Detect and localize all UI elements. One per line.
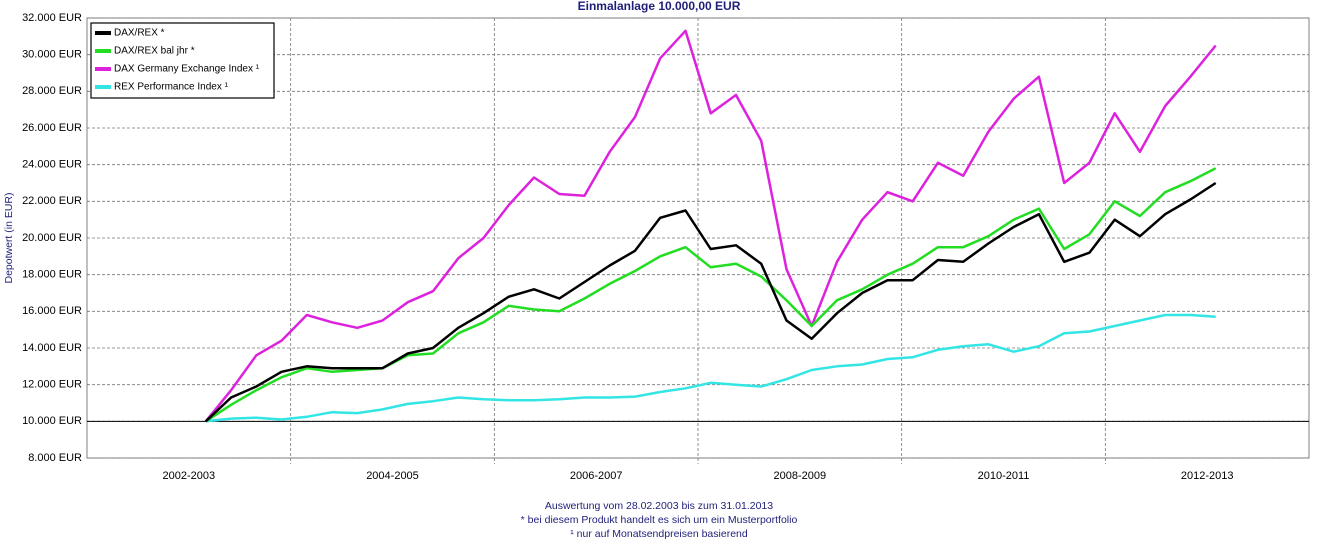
x-tick-label: 2002-2003 <box>163 470 216 482</box>
series-line <box>204 181 1217 423</box>
footer: ¹ nur auf Monatsendpreisen basierend <box>570 528 748 540</box>
y-tick-label: 28.000 EUR <box>22 85 82 97</box>
footer: Auswertung vom 28.02.2003 bis zum 31.01.… <box>545 500 773 512</box>
y-tick-label: 10.000 EUR <box>22 415 82 427</box>
x-tick-label: 2006-2007 <box>570 470 623 482</box>
footer: * bei diesem Produkt handelt es sich um … <box>521 514 798 526</box>
y-tick-label: 26.000 EUR <box>22 122 82 134</box>
y-tick-label: 18.000 EUR <box>22 269 82 281</box>
y-tick-label: 20.000 EUR <box>22 232 82 244</box>
x-tick-label: 2004-2005 <box>366 470 419 482</box>
y-tick-label: 22.000 EUR <box>22 195 82 207</box>
y-tick-label: 12.000 EUR <box>22 379 82 391</box>
y-tick-label: 30.000 EUR <box>22 49 82 61</box>
legend-label: DAX/REX bal jhr * <box>114 46 195 57</box>
x-tick-label: 2012-2013 <box>1181 470 1234 482</box>
series-line <box>205 313 1216 423</box>
y-tick-label: 8.000 EUR <box>28 452 82 464</box>
legend-label: REX Performance Index ¹ <box>114 82 229 93</box>
chart-title: Einmalanlage 10.000,00 EUR <box>578 0 741 13</box>
x-tick-label: 2010-2011 <box>978 470 1030 482</box>
legend-box <box>90 22 275 99</box>
y-tick-label: 14.000 EUR <box>22 342 82 354</box>
y-tick-label: 32.000 EUR <box>22 12 82 24</box>
legend-label: DAX/REX * <box>114 28 165 39</box>
x-tick-label: 2008-2009 <box>774 470 827 482</box>
y-tick-label: 16.000 EUR <box>22 305 82 317</box>
series-line <box>204 29 1217 423</box>
y-tick-label: 24.000 EUR <box>22 159 82 171</box>
y-axis-label: Depotwert (in EUR) <box>3 192 15 283</box>
legend-label: DAX Germany Exchange Index ¹ <box>114 64 260 75</box>
